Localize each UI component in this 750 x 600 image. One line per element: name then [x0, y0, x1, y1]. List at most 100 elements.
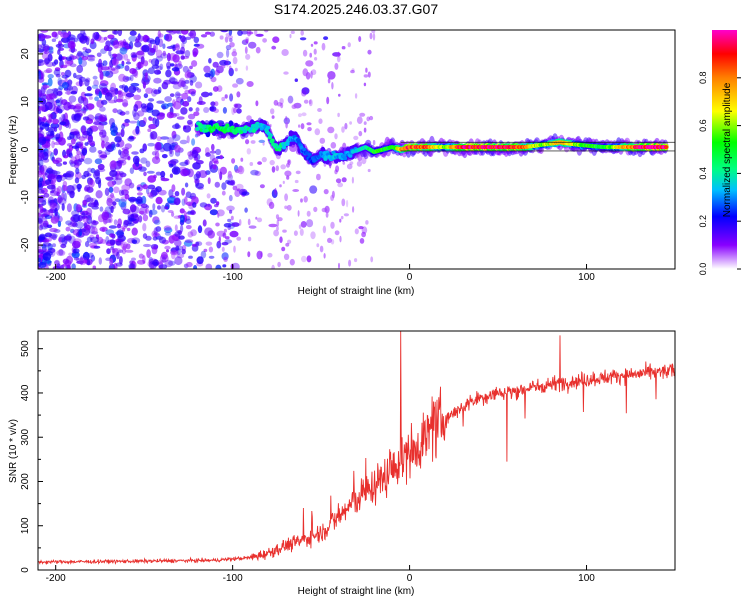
noise-blob [68, 95, 77, 103]
noise-blob [231, 222, 240, 227]
noise-blob [126, 58, 130, 63]
noise-blob [167, 137, 174, 145]
noise-blob [171, 67, 180, 72]
noise-blob [301, 112, 307, 117]
noise-blob [221, 252, 229, 261]
noise-blob [56, 174, 62, 183]
noise-blob [246, 81, 254, 87]
noise-blob [112, 201, 117, 206]
noise-blob [279, 98, 284, 105]
noise-blob [261, 156, 267, 163]
noise-blob [76, 183, 82, 190]
colorbar-label: Normalized spectral amplitude [722, 82, 733, 217]
noise-blob [61, 203, 65, 211]
noise-blob [178, 235, 185, 240]
noise-blob [220, 30, 229, 33]
noise-blob [121, 184, 131, 192]
noise-blob [141, 44, 150, 53]
noise-blob [90, 167, 96, 174]
noise-blob [180, 55, 185, 60]
noise-blob [339, 218, 342, 223]
noise-blob [90, 236, 100, 243]
noise-blob [129, 74, 134, 82]
noise-blob [122, 39, 127, 46]
snr-panel: -200 -100 0 100 0 100 200 300 400 500 Height of … [8, 330, 676, 597]
noise-blob [170, 81, 180, 85]
noise-blob [136, 50, 145, 56]
noise-blob [47, 77, 53, 87]
noise-blob [38, 72, 44, 80]
noise-blob [56, 263, 61, 269]
noise-blob [227, 218, 232, 223]
noise-blob [99, 80, 109, 87]
noise-blob [95, 190, 103, 199]
noise-blob [55, 98, 63, 107]
noise-blob [82, 216, 89, 223]
noise-blob [361, 157, 367, 165]
noise-blob [293, 230, 298, 236]
noise-blob [51, 184, 56, 192]
noise-blob [38, 130, 42, 134]
noise-blob [91, 220, 99, 225]
noise-blob [168, 77, 178, 84]
noise-blob [146, 170, 155, 174]
noise-blob [112, 124, 118, 134]
noise-blob [230, 215, 234, 221]
noise-blob [38, 130, 45, 139]
noise-blob [210, 101, 216, 107]
noise-blob [142, 184, 148, 190]
noise-blob [45, 239, 50, 243]
noise-blob [164, 227, 173, 234]
noise-blob [38, 44, 42, 50]
noise-blob [47, 53, 53, 62]
noise-blob [67, 41, 76, 50]
noise-blob [224, 94, 228, 99]
noise-blob [112, 39, 120, 49]
noise-blob [276, 226, 279, 231]
noise-blob [146, 39, 152, 43]
noise-blob [121, 147, 130, 151]
noise-blob [38, 262, 47, 268]
noise-blob [128, 120, 138, 124]
noise-blob [97, 64, 103, 73]
noise-blob [63, 192, 67, 202]
noise-blob [185, 225, 192, 230]
noise-blob [85, 241, 90, 248]
noise-blob [161, 81, 169, 90]
noise-blob [323, 189, 329, 195]
noise-blob [82, 259, 88, 264]
noise-blob [62, 258, 70, 265]
noise-blob [343, 213, 349, 217]
noise-blob [54, 260, 60, 265]
noise-blob [121, 84, 126, 91]
ridge-core [307, 152, 312, 157]
noise-blob [236, 188, 241, 192]
noise-blob [109, 258, 114, 266]
noise-blob [325, 212, 329, 218]
noise-blob [129, 260, 134, 265]
noise-blob [50, 216, 59, 224]
noise-blob [168, 260, 176, 266]
noise-blob [184, 50, 191, 58]
noise-blob [197, 225, 203, 234]
noise-blob [56, 87, 63, 97]
noise-blob [231, 51, 238, 57]
noise-blob [159, 254, 169, 263]
noise-blob [151, 64, 160, 69]
colorbar-tick-label: 0.4 [698, 167, 708, 180]
noise-blob [123, 86, 129, 93]
noise-blob [110, 91, 116, 95]
colorbar-tick-label: 0.2 [698, 215, 708, 228]
noise-blob [158, 236, 167, 244]
noise-blob [359, 238, 365, 244]
noise-blob [78, 57, 83, 65]
noise-blob [230, 179, 236, 186]
ridge-core [265, 125, 271, 130]
noise-blob [184, 71, 191, 79]
noise-blob [195, 241, 203, 247]
figure-title: S174.2025.246.03.37.G07 [274, 1, 438, 17]
noise-blob [81, 125, 86, 135]
noise-blob [115, 65, 121, 70]
noise-blob [271, 166, 276, 173]
noise-blob [86, 86, 92, 92]
